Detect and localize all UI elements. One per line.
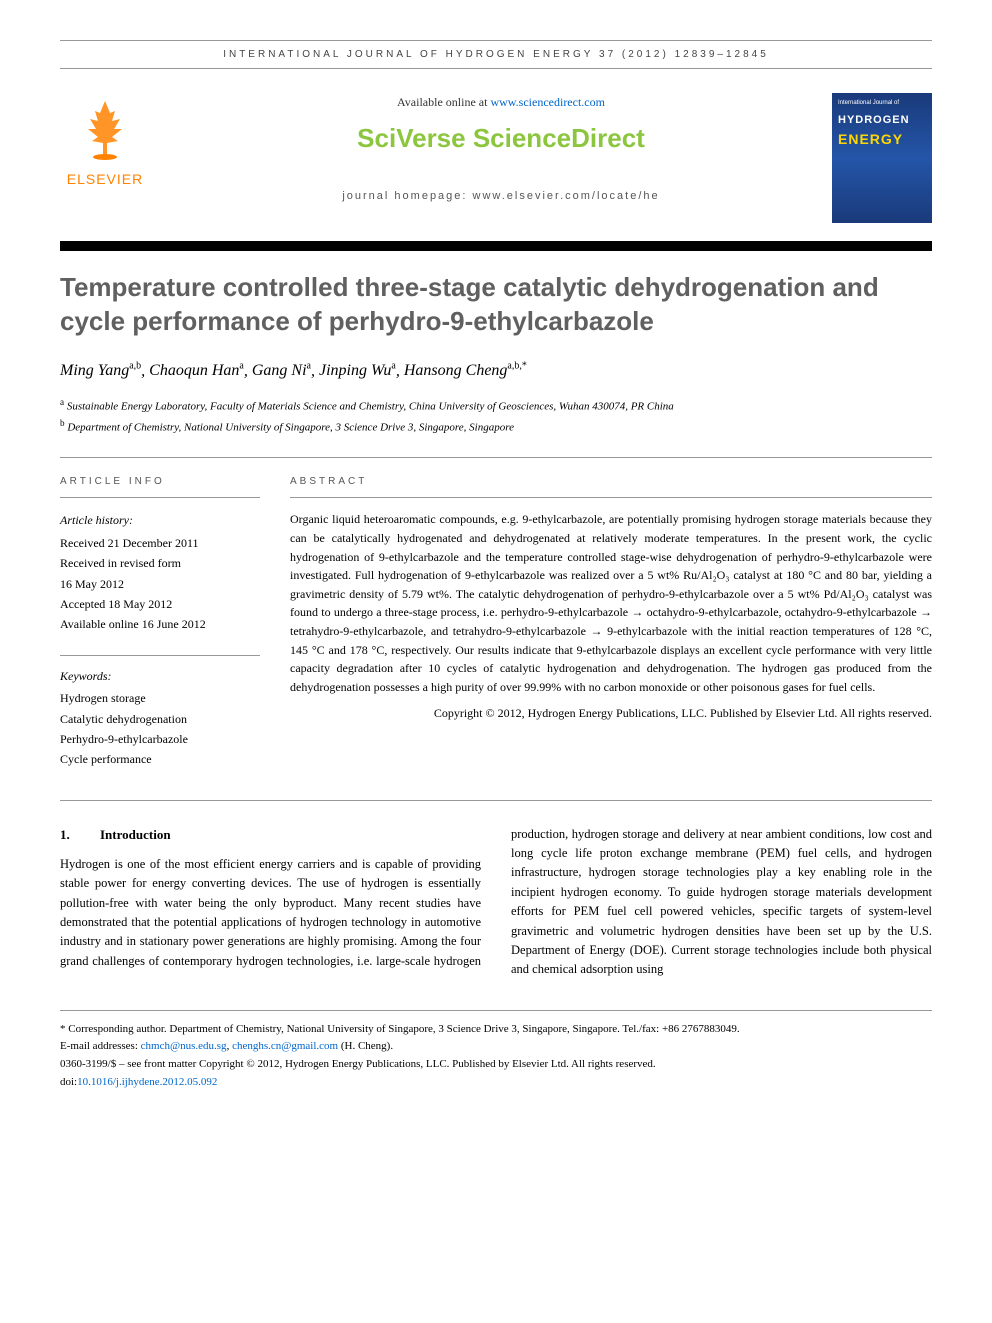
masthead: ELSEVIER Available online at www.science… xyxy=(60,93,932,223)
doi-line: doi:10.1016/j.ijhydene.2012.05.092 xyxy=(60,1074,932,1092)
journal-cover-thumbnail: International Journal of HYDROGEN ENERGY xyxy=(832,93,932,223)
doi-link[interactable]: 10.1016/j.ijhydene.2012.05.092 xyxy=(77,1076,217,1088)
article-info-label: ARTICLE INFO xyxy=(60,474,260,498)
section-title: Introduction xyxy=(100,827,171,842)
online-date: Available online 16 June 2012 xyxy=(60,614,260,634)
article-title: Temperature controlled three-stage catal… xyxy=(60,271,932,339)
keyword: Catalytic dehydrogenation xyxy=(60,709,260,729)
author-email-link[interactable]: chmch@nus.edu.sg xyxy=(141,1040,227,1052)
author: Chaoqun Hana xyxy=(149,362,244,379)
cover-title-line1: HYDROGEN xyxy=(838,112,926,129)
history-heading: Article history: xyxy=(60,510,260,530)
section-heading: 1.Introduction xyxy=(60,825,481,845)
corresponding-author-note: * Corresponding author. Department of Ch… xyxy=(60,1021,932,1039)
accepted-date: Accepted 18 May 2012 xyxy=(60,594,260,614)
abstract-label: ABSTRACT xyxy=(290,474,932,498)
section-number: 1. xyxy=(60,825,100,845)
author: Hansong Chenga,b,* xyxy=(404,362,527,379)
journal-reference-bar: INTERNATIONAL JOURNAL OF HYDROGEN ENERGY… xyxy=(60,40,932,69)
keywords-block: Keywords: Hydrogen storage Catalytic deh… xyxy=(60,655,260,770)
info-abstract-row: ARTICLE INFO Article history: Received 2… xyxy=(60,457,932,769)
keywords-heading: Keywords: xyxy=(60,666,260,686)
affiliation-b: b Department of Chemistry, National Univ… xyxy=(60,416,932,437)
body-text-columns: 1.Introduction Hydrogen is one of the mo… xyxy=(60,825,932,980)
elsevier-logo: ELSEVIER xyxy=(60,93,150,190)
author-email-link[interactable]: chenghs.cn@gmail.com xyxy=(232,1040,338,1052)
footer: * Corresponding author. Department of Ch… xyxy=(60,1010,932,1091)
elsevier-wordmark: ELSEVIER xyxy=(60,169,150,190)
body-paragraph: Hydrogen is one of the most efficient en… xyxy=(60,825,932,980)
received-date: Received 21 December 2011 xyxy=(60,533,260,553)
title-divider-bar xyxy=(60,241,932,251)
masthead-center: Available online at www.sciencedirect.co… xyxy=(170,93,832,205)
keyword: Hydrogen storage xyxy=(60,688,260,708)
abstract-copyright: Copyright © 2012, Hydrogen Energy Public… xyxy=(290,704,932,722)
article-info-block: ARTICLE INFO Article history: Received 2… xyxy=(60,474,290,769)
revised-label: Received in revised form xyxy=(60,553,260,573)
journal-homepage: journal homepage: www.elsevier.com/locat… xyxy=(170,188,832,205)
affiliation-a: a Sustainable Energy Laboratory, Faculty… xyxy=(60,395,932,416)
affiliations: a Sustainable Energy Laboratory, Faculty… xyxy=(60,395,932,438)
article-history: Article history: Received 21 December 20… xyxy=(60,510,260,634)
sciverse-logo: SciVerse ScienceDirect xyxy=(170,119,832,158)
abstract-text: Organic liquid heteroaromatic compounds,… xyxy=(290,510,932,696)
available-online-text: Available online at www.sciencedirect.co… xyxy=(170,93,832,111)
cover-top-line: International Journal of xyxy=(838,99,926,108)
cover-title-line2: ENERGY xyxy=(838,129,926,150)
author: Jinping Wua xyxy=(319,362,396,379)
elsevier-tree-icon xyxy=(70,93,140,163)
sciencedirect-link[interactable]: www.sciencedirect.com xyxy=(490,95,605,109)
author: Ming Yanga,b xyxy=(60,362,141,379)
body-divider xyxy=(60,800,932,801)
email-line: E-mail addresses: chmch@nus.edu.sg, chen… xyxy=(60,1038,932,1056)
authors-line: Ming Yanga,b, Chaoqun Hana, Gang Nia, Ji… xyxy=(60,359,932,383)
revised-date: 16 May 2012 xyxy=(60,574,260,594)
issn-copyright: 0360-3199/$ – see front matter Copyright… xyxy=(60,1056,932,1074)
abstract-block: ABSTRACT Organic liquid heteroaromatic c… xyxy=(290,474,932,769)
keyword: Perhydro-9-ethylcarbazole xyxy=(60,729,260,749)
author: Gang Nia xyxy=(252,362,311,379)
keyword: Cycle performance xyxy=(60,749,260,769)
